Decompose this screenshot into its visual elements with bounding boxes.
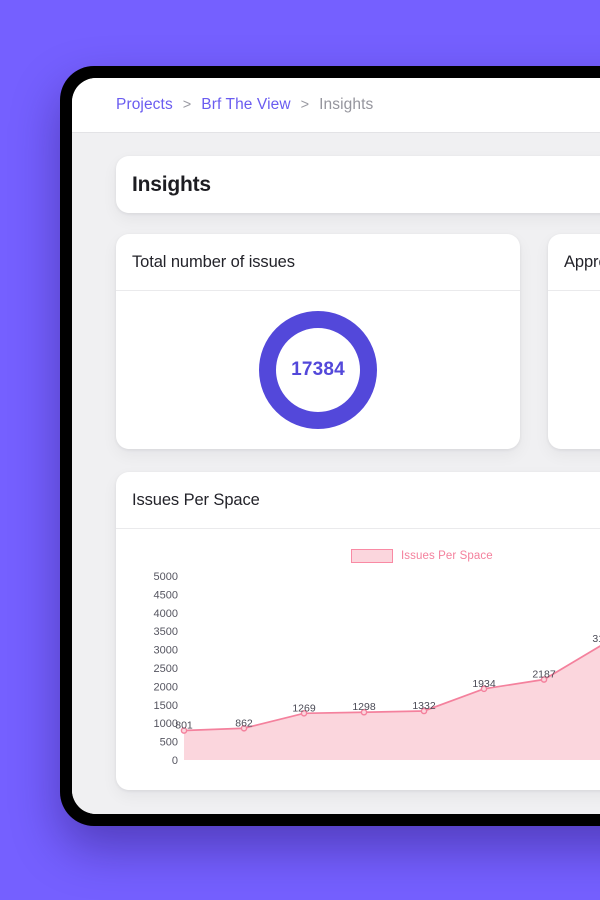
page-content: Insights Total number of issues 17384 <box>72 133 600 814</box>
card-title: Total number of issues <box>132 252 295 271</box>
data-point-marker[interactable] <box>360 708 368 716</box>
data-point-labels: 801 862 1269 1298 1332 1934 2187 3158 <box>175 633 600 732</box>
device-screen: Projects > Brf The View > Insights Insig… <box>72 78 600 814</box>
y-axis-tick-label: 3000 <box>154 645 178 657</box>
card-approved: Appro <box>548 234 600 449</box>
data-point-label: 862 <box>235 717 253 729</box>
data-point-label: 3158 <box>592 633 600 645</box>
data-point-label: 801 <box>175 720 193 732</box>
data-point-marker[interactable] <box>480 685 488 693</box>
breadcrumb-item-insights: Insights <box>319 96 374 113</box>
data-point-marker[interactable] <box>300 710 308 717</box>
stat-card-row: Total number of issues 17384 Appro <box>116 234 600 449</box>
data-point-marker[interactable] <box>540 676 548 683</box>
area-fill <box>184 646 600 760</box>
y-axis-tick-label: 2500 <box>154 663 178 675</box>
chart-legend[interactable]: Issues Per Space <box>351 549 493 563</box>
donut-chart: 17384 <box>259 311 377 429</box>
legend-label: Issues Per Space <box>401 550 493 562</box>
breadcrumb-separator: > <box>300 97 310 113</box>
data-point-label: 2187 <box>532 669 556 681</box>
y-axis-tick-label: 1000 <box>154 718 178 730</box>
area-line <box>183 645 600 732</box>
data-point-label: 1332 <box>412 700 436 712</box>
card-body <box>548 291 600 449</box>
data-point-label: 1298 <box>352 701 376 713</box>
card-header: Issues Per Space <box>116 472 600 529</box>
legend-swatch-icon <box>351 549 393 563</box>
breadcrumb-separator: > <box>182 97 192 113</box>
y-axis-tick-label: 0 <box>172 755 178 767</box>
y-axis-tick-label: 5000 <box>154 571 178 583</box>
card-header: Total number of issues <box>116 234 520 291</box>
chart-plot-region: Issues Per Space 5000 4500 4000 3500 3000 250… <box>116 529 600 789</box>
y-axis-tick-label: 2000 <box>154 681 178 693</box>
card-total-number-of-issues: Total number of issues 17384 <box>116 234 520 449</box>
device-bezel: Projects > Brf The View > Insights Insig… <box>60 66 600 826</box>
card-title: Appro <box>564 252 600 271</box>
breadcrumb: Projects > Brf The View > Insights <box>72 78 600 133</box>
data-points <box>180 676 548 734</box>
data-point-marker[interactable] <box>240 724 248 732</box>
data-point-marker[interactable] <box>180 727 188 734</box>
breadcrumb-item-projects[interactable]: Projects <box>116 96 173 113</box>
y-axis-tick-label: 500 <box>160 737 178 749</box>
y-axis-tick-label: 4000 <box>154 608 178 620</box>
y-axis-tick-label: 1500 <box>154 700 178 712</box>
card-issues-per-space: Issues Per Space Issues Per Space 5000 45… <box>116 472 600 790</box>
breadcrumb-item-brf-the-view[interactable]: Brf The View <box>201 96 291 113</box>
donut-value-label: 17384 <box>291 359 345 380</box>
page-title: Insights <box>132 172 211 196</box>
y-axis-tick-label: 4500 <box>154 589 178 601</box>
data-point-label: 1269 <box>292 702 316 714</box>
data-point-label: 1934 <box>472 678 496 690</box>
card-body: 17384 <box>116 291 520 449</box>
page-title-card: Insights <box>116 156 600 213</box>
y-axis-tick-label: 3500 <box>154 626 178 638</box>
data-point-marker[interactable] <box>420 707 428 715</box>
area-chart-svg: 5000450040003500300025002000150010005000… <box>154 571 600 767</box>
card-header: Appro <box>548 234 600 291</box>
card-title: Issues Per Space <box>132 490 260 509</box>
